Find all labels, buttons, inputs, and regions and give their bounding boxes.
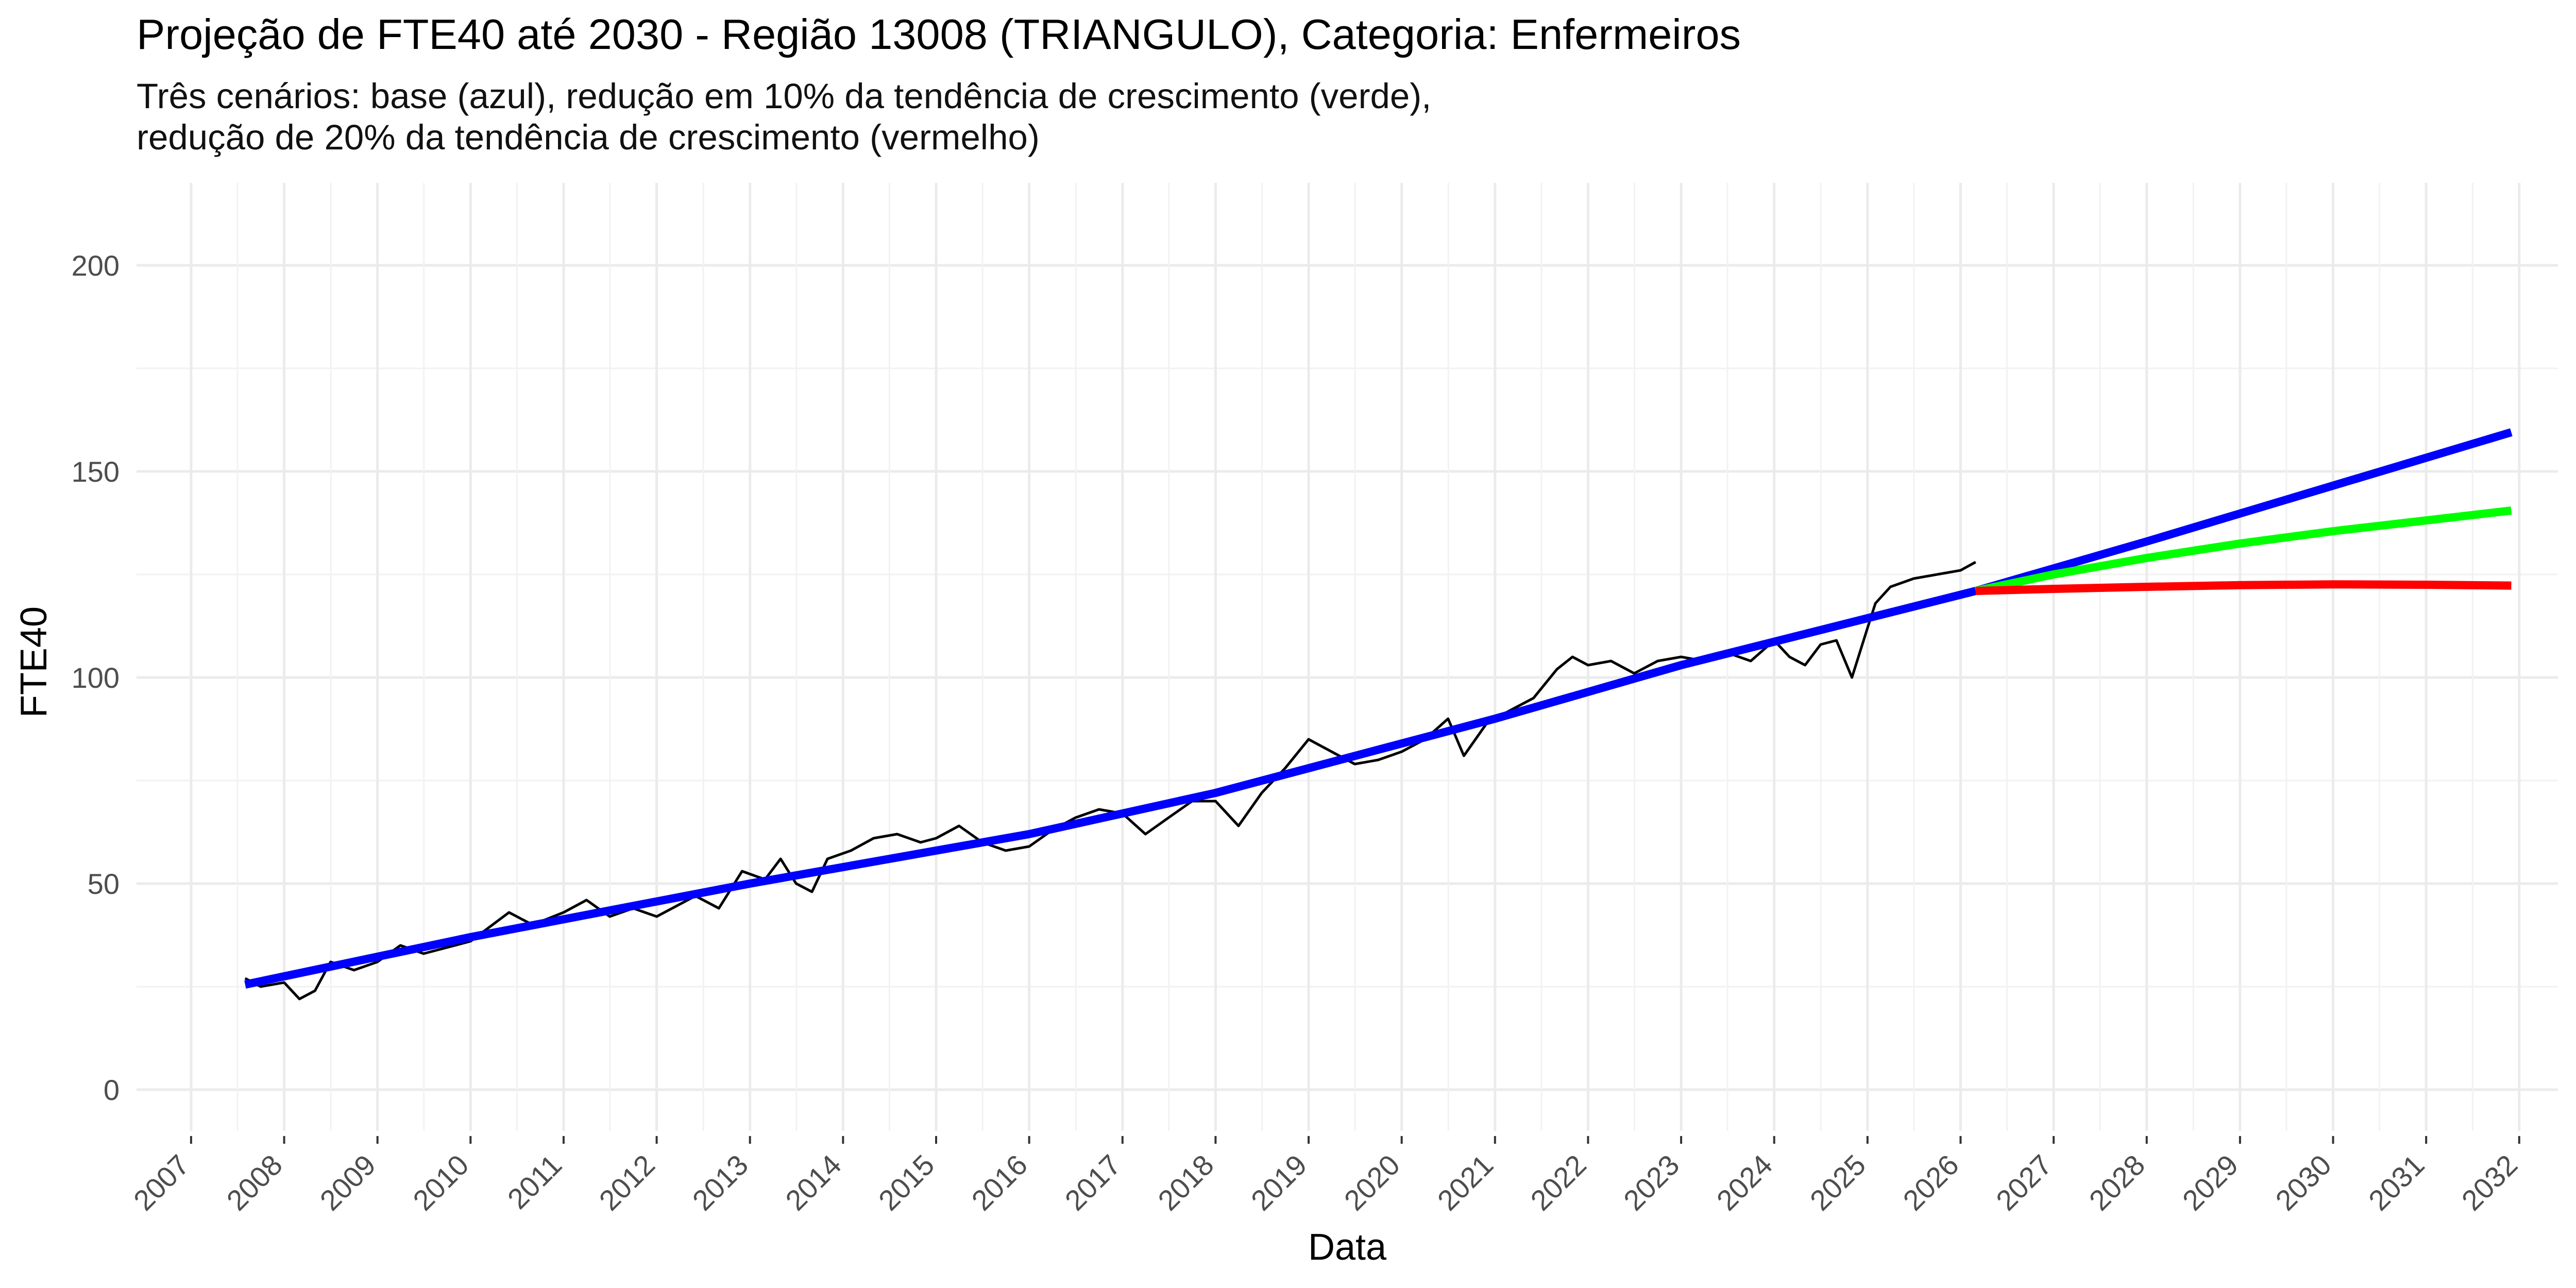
x-tick-label: 2030 xyxy=(2269,1148,2337,1217)
x-tick-label: 2020 xyxy=(1338,1148,1406,1217)
y-tick-label: 200 xyxy=(72,249,120,282)
projection-series-line xyxy=(1975,580,2512,595)
x-tick-label: 2019 xyxy=(1245,1148,1313,1217)
x-tick-label: 2026 xyxy=(1896,1148,1965,1217)
x-tick-label: 2022 xyxy=(1524,1148,1592,1217)
x-tick-label: 2015 xyxy=(872,1148,941,1217)
x-axis-title: Data xyxy=(1308,1227,1387,1268)
y-tick-label: 50 xyxy=(88,868,120,900)
y-tick-label: 150 xyxy=(72,455,120,488)
x-tick-label: 2009 xyxy=(314,1148,382,1217)
x-tick-label: 2012 xyxy=(592,1148,661,1217)
projection-series-line xyxy=(244,428,2513,989)
x-tick-label: 2011 xyxy=(501,1148,568,1215)
x-tick-label: 2013 xyxy=(686,1148,755,1217)
x-tick-label: 2029 xyxy=(2176,1148,2245,1217)
x-tick-label: 2016 xyxy=(965,1148,1033,1217)
series-lines xyxy=(244,428,2513,1001)
x-tick-label: 2014 xyxy=(779,1148,848,1217)
x-tick-label: 2027 xyxy=(1990,1148,2058,1217)
x-axis-ticks: 2007 2008 2009 2010 2011 2012 2013 2014 2015 2016… xyxy=(127,1136,2524,1217)
y-tick-label: 100 xyxy=(72,662,120,694)
chart-subtitle-line-2: redução de 20% da tendência de crescimen… xyxy=(137,117,1040,157)
x-tick-label: 2023 xyxy=(1617,1148,1686,1217)
x-tick-label: 2008 xyxy=(220,1148,289,1217)
x-tick-label: 2031 xyxy=(2362,1148,2431,1217)
observed-series-line xyxy=(244,561,1976,1001)
x-tick-label: 2010 xyxy=(406,1148,475,1217)
y-axis-ticks: 0 50 100 150 200 xyxy=(72,249,120,1106)
x-tick-label: 2024 xyxy=(1710,1148,1779,1217)
chart-subtitle-line-1: Três cenários: base (azul), redução em 1… xyxy=(137,76,1431,116)
chart-title: Projeção de FTE40 até 2030 - Região 1300… xyxy=(137,10,1741,58)
x-tick-label: 2032 xyxy=(2455,1148,2524,1217)
x-tick-label: 2025 xyxy=(1804,1148,1872,1217)
x-tick-label: 2018 xyxy=(1151,1148,1220,1217)
projection-series-line xyxy=(1975,506,2512,595)
x-tick-label: 2021 xyxy=(1431,1148,1500,1217)
y-tick-label: 0 xyxy=(104,1074,120,1106)
grid-lines xyxy=(137,183,2558,1131)
y-axis-title: FTE40 xyxy=(13,606,55,718)
x-tick-label: 2017 xyxy=(1059,1148,1127,1217)
x-tick-label: 2028 xyxy=(2083,1148,2151,1217)
x-tick-label: 2007 xyxy=(127,1148,196,1217)
